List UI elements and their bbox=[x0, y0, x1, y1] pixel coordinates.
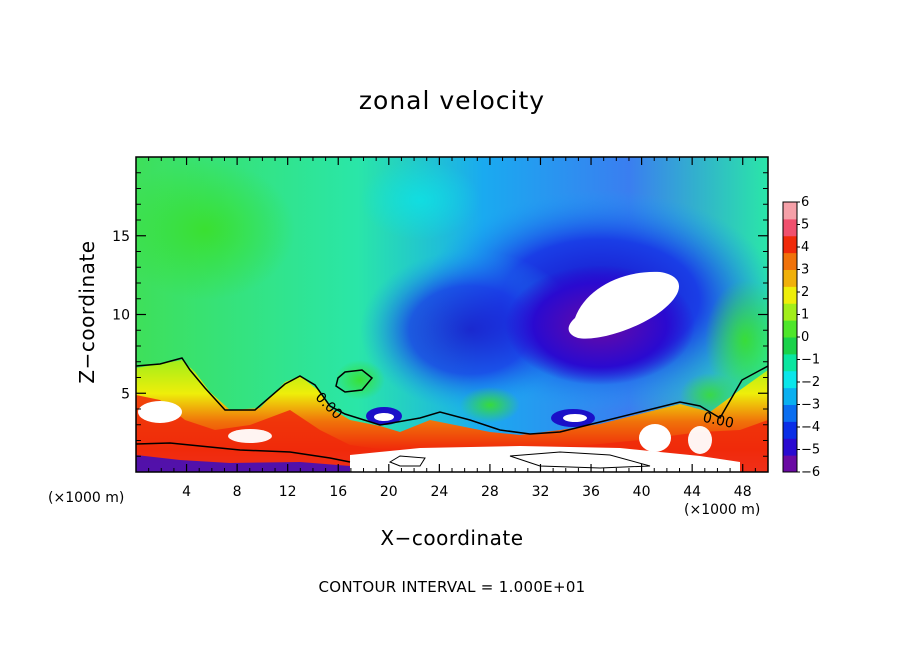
colorbar-segment bbox=[783, 421, 797, 439]
colorbar-segment bbox=[783, 404, 797, 422]
colorbar-segment bbox=[783, 320, 797, 338]
colorbar-tick-label: 3 bbox=[801, 263, 809, 278]
x-tick-label: 44 bbox=[683, 484, 701, 500]
y-tick-label: 10 bbox=[112, 308, 130, 324]
colorbar-tick-label: −5 bbox=[801, 443, 820, 458]
x-tick-label: 28 bbox=[481, 484, 499, 500]
colorbar-segment bbox=[783, 337, 797, 355]
colorbar-tick-label: 2 bbox=[801, 285, 809, 300]
colorbar-tick-label: −3 bbox=[801, 398, 820, 413]
colorbar-tick-label: 6 bbox=[801, 195, 809, 210]
contour-line bbox=[335, 369, 374, 393]
contour-line bbox=[136, 442, 351, 463]
contour-interval-note: CONTOUR INTERVAL = 1.000E+01 bbox=[318, 578, 586, 596]
x-tick-label: 24 bbox=[430, 484, 448, 500]
colorbar-tick-label: −6 bbox=[801, 465, 820, 480]
heatmap-field bbox=[136, 157, 768, 472]
colorbar-tick-label: 1 bbox=[801, 308, 809, 323]
x-tick-label: 48 bbox=[734, 484, 752, 500]
colorbar-segment bbox=[783, 269, 797, 287]
contour-line bbox=[388, 455, 426, 467]
x-tick-label: 16 bbox=[329, 484, 347, 500]
colorbar-segment bbox=[783, 286, 797, 304]
colorbar-segment bbox=[783, 455, 797, 473]
colorbar-segment bbox=[783, 252, 797, 270]
y-axis-ticks: 5 10 15 bbox=[112, 172, 768, 457]
chart-title: zonal velocity bbox=[358, 86, 546, 115]
x-tick-label: 4 bbox=[182, 484, 191, 500]
colorbar-segment bbox=[783, 202, 797, 220]
colorbar-tick-label: 4 bbox=[801, 240, 809, 255]
colorbar-segment bbox=[783, 370, 797, 389]
x-tick-label: 20 bbox=[380, 484, 398, 500]
colorbar-segment bbox=[783, 438, 797, 456]
x-axis-ticks: 4 8 12 16 20 24 28 32 36 40 44 48 bbox=[148, 157, 756, 500]
x-unit-label-left: (×1000 m) bbox=[48, 490, 125, 506]
contour-label: 0.00 bbox=[701, 410, 735, 432]
y-tick-label: 15 bbox=[112, 229, 130, 245]
y-axis-label: Z−coordinate bbox=[75, 240, 99, 384]
colorbar-tick-label: 0 bbox=[801, 330, 809, 345]
x-tick-label: 12 bbox=[279, 484, 297, 500]
colorbar-segment bbox=[783, 353, 797, 372]
colorbar-segment bbox=[783, 387, 797, 405]
x-tick-label: 8 bbox=[233, 484, 242, 500]
colorbar-tick-label: −2 bbox=[801, 375, 820, 390]
colorbar-tick-label: 5 bbox=[801, 218, 809, 233]
contour-line bbox=[136, 357, 768, 435]
colorbar-segment bbox=[783, 235, 797, 254]
y-tick-label: 5 bbox=[121, 386, 130, 402]
colorbar-tick-label: −1 bbox=[801, 353, 820, 368]
colorbar: 6 5 4 3 2 1 0 −1 −2 −3 −4 −5 −6 bbox=[782, 195, 820, 480]
x-axis-label: X−coordinate bbox=[380, 526, 524, 550]
colorbar-segment bbox=[783, 218, 797, 237]
colorbar-tick-label: −4 bbox=[801, 420, 820, 435]
x-tick-label: 40 bbox=[633, 484, 651, 500]
x-unit-label-right: (×1000 m) bbox=[684, 502, 761, 518]
x-tick-label: 32 bbox=[532, 484, 550, 500]
x-tick-label: 36 bbox=[582, 484, 600, 500]
colorbar-segment bbox=[783, 303, 797, 321]
